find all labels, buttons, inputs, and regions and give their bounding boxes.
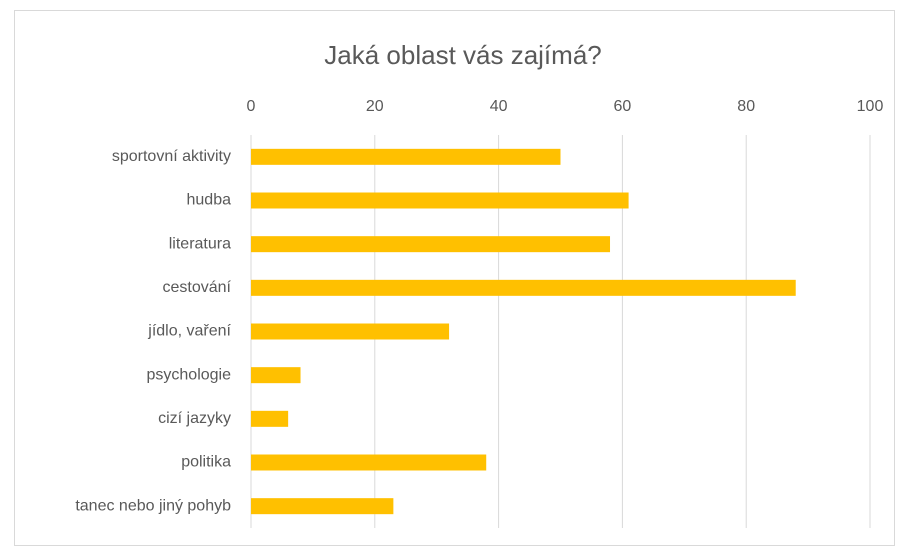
y-tick-label: literatura xyxy=(169,235,231,252)
y-tick-label: politika xyxy=(181,454,231,471)
bar xyxy=(251,498,394,515)
bar xyxy=(251,192,629,209)
bar xyxy=(251,236,611,253)
x-tick-label: 60 xyxy=(614,98,632,115)
x-tick-label: 20 xyxy=(366,98,384,115)
bar xyxy=(251,279,796,296)
y-tick-label: cizí jazyky xyxy=(158,410,231,427)
bar xyxy=(251,410,289,427)
x-tick-label: 80 xyxy=(737,98,755,115)
y-tick-label: cestování xyxy=(163,279,232,296)
chart-title: Jaká oblast vás zajímá? xyxy=(324,40,601,70)
y-tick-label: sportovní aktivity xyxy=(112,148,231,165)
bar xyxy=(251,454,487,471)
bar xyxy=(251,148,561,165)
y-tick-label: tanec nebo jiný pohyb xyxy=(75,497,231,514)
y-tick-label: jídlo, vaření xyxy=(147,323,231,340)
bar xyxy=(251,367,301,384)
y-tick-label: hudba xyxy=(187,192,232,209)
x-tick-label: 0 xyxy=(247,98,256,115)
x-tick-label: 40 xyxy=(490,98,508,115)
x-tick-label: 100 xyxy=(857,98,884,115)
bar xyxy=(251,323,450,340)
y-tick-label: psychologie xyxy=(147,366,232,383)
